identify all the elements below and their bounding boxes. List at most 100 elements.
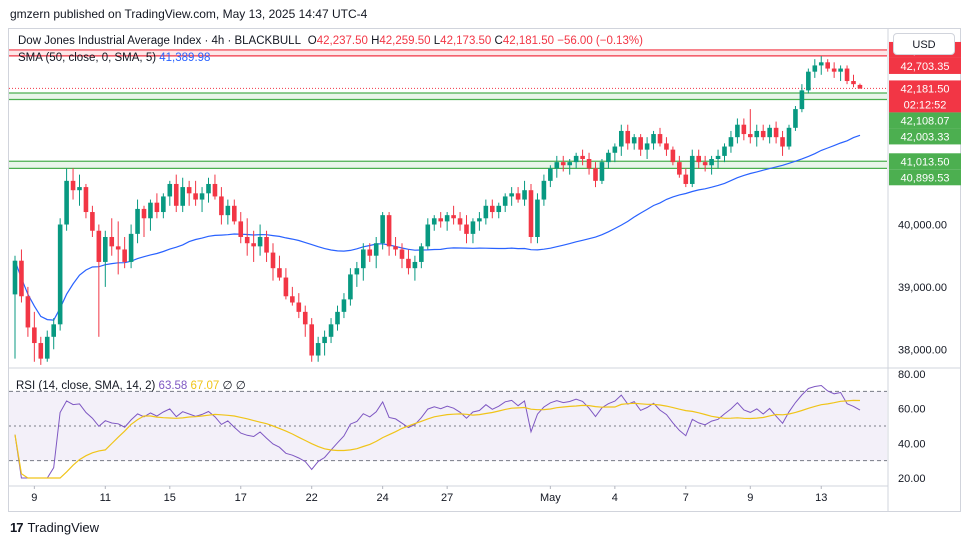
candle-body (161, 196, 166, 213)
rsi-empty-2: ∅ (235, 380, 246, 392)
candle-body (219, 196, 224, 216)
candle-body (838, 68, 843, 72)
candle-body (612, 146, 618, 153)
candle-body (315, 343, 321, 356)
time-tick-label: 13 (815, 492, 827, 504)
rsi-value: 63.58 (158, 380, 188, 392)
candle-body (793, 109, 798, 128)
candle-body (677, 162, 682, 175)
close-value: 42,181.50 (502, 35, 555, 47)
candle-body (186, 187, 192, 194)
high-value: 42,259.50 (379, 35, 431, 47)
candle-body (290, 296, 295, 303)
symbol-legend: Dow Jones Industrial Average Index · 4h … (18, 35, 643, 47)
price-badge-label: 42,703.35 (901, 61, 950, 73)
currency-button[interactable]: USD (893, 33, 955, 55)
candle-body (354, 268, 360, 275)
candle-body (44, 336, 50, 359)
rsi-pane (9, 384, 887, 479)
candle-body (309, 324, 314, 356)
candle-body (657, 134, 663, 144)
main-pane (9, 49, 887, 365)
candle-body (32, 327, 37, 344)
candle-body (302, 311, 308, 325)
candle-body (361, 249, 366, 269)
candle-body (722, 146, 727, 156)
candle-body (431, 218, 437, 225)
candle-body (109, 236, 115, 247)
candle-body (689, 155, 695, 184)
rsi-empty-1: ∅ (222, 380, 233, 392)
sma-label[interactable]: SMA (50, close, 0, SMA, 5) (18, 52, 157, 64)
low-label: L (433, 35, 441, 47)
candle-body (444, 215, 450, 222)
candle-body (135, 208, 140, 234)
candle-body (212, 183, 218, 197)
candle-body (348, 274, 353, 300)
candle-body (193, 193, 198, 200)
candle-body (83, 187, 89, 213)
rsi-legend: RSI (14, close, SMA, 14, 2) 63.58 67.07 … (16, 378, 246, 392)
candle-body (606, 152, 611, 163)
candle-body (477, 218, 482, 222)
candle-body (406, 258, 411, 269)
symbol-title[interactable]: Dow Jones Industrial Average Index · 4h … (18, 35, 301, 47)
price-badge-bg (889, 112, 961, 129)
candle-body (386, 215, 392, 247)
candle-body (115, 246, 121, 250)
candle-body (464, 224, 469, 234)
candle-body (25, 296, 31, 328)
zone-red-0 (9, 49, 887, 56)
candle-body (141, 208, 147, 219)
candle-body (515, 193, 521, 200)
candle-body (70, 180, 76, 191)
rsi-tick-label: 80.00 (898, 369, 926, 381)
candle-body (812, 65, 818, 72)
candle-body (760, 130, 766, 138)
price-badge-bg (889, 57, 961, 74)
footer-brand[interactable]: 17 TradingView (10, 520, 99, 535)
candle-body (625, 130, 631, 144)
candle-body (844, 68, 850, 82)
candle-body (341, 299, 347, 312)
price-tick-label: 39,000.00 (898, 282, 947, 294)
candle-body (580, 155, 585, 160)
high-label: H (371, 35, 380, 47)
time-tick-label: May (540, 492, 561, 504)
candle-body (857, 84, 863, 89)
candle-body (373, 243, 379, 256)
price-badge-label: 40,899.53 (901, 172, 950, 184)
candle-body (767, 127, 772, 138)
candle-body (496, 205, 502, 213)
publisher-line: gmzern published on TradingView.com, May… (10, 7, 368, 21)
candle-body (380, 215, 385, 244)
candle-body (322, 336, 327, 344)
candle-body (483, 205, 489, 219)
candle-body (296, 302, 302, 312)
rsi-tick-label: 60.00 (898, 404, 926, 416)
candle-body (399, 249, 405, 259)
candle-body (457, 218, 463, 225)
candle-body (264, 236, 269, 253)
candle-body (619, 130, 624, 147)
candle-body (419, 246, 424, 262)
candle-body (393, 246, 398, 250)
rsi-label[interactable]: RSI (14, close, SMA, 14, 2) (16, 380, 156, 392)
candle-body (715, 155, 721, 160)
candle-body (277, 268, 282, 278)
candle-body (425, 224, 431, 247)
price-badge-bg (889, 80, 961, 113)
candle-body (799, 90, 805, 110)
close-label: C (494, 35, 503, 47)
candle-body (328, 324, 334, 337)
candle-body (554, 162, 560, 169)
candle-body (599, 162, 605, 181)
candle-body (270, 252, 276, 269)
zone-green-2 (9, 161, 887, 169)
candle-body (19, 260, 24, 297)
candle-body (851, 81, 856, 85)
candle-body (735, 124, 740, 138)
candle-body (180, 187, 185, 206)
candle-body (438, 218, 443, 222)
